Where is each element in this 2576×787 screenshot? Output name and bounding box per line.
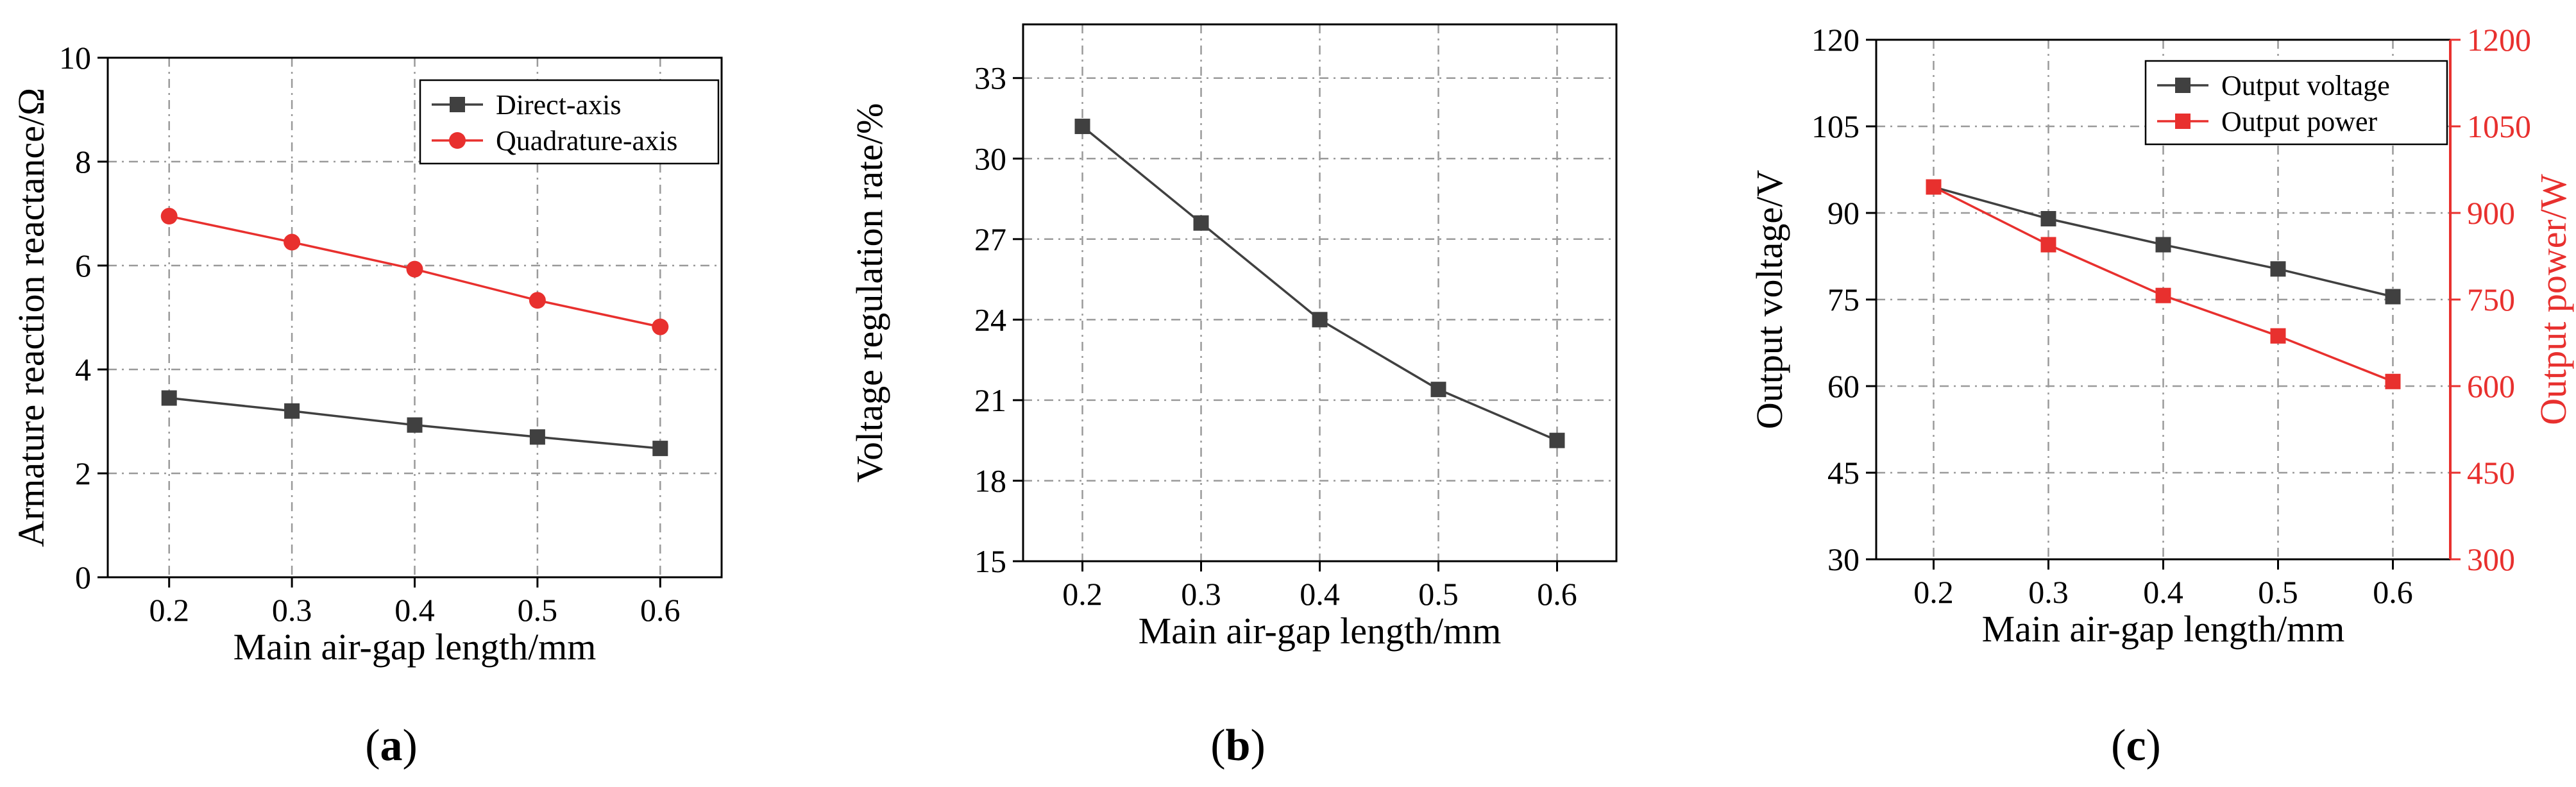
- y-tick-label: 15: [974, 543, 1006, 579]
- y-axis-title: Armature reaction reactance/Ω: [10, 88, 52, 547]
- y-axis-title: Voltage regulation rate/%: [849, 103, 890, 483]
- legend-entry-1: Output voltage: [2221, 70, 2390, 101]
- data-point-series-2: [2040, 237, 2056, 253]
- x-tick-label: 0.4: [1300, 576, 1340, 612]
- data-point-series-1: [1549, 432, 1565, 448]
- y-tick-label: 8: [75, 144, 91, 180]
- y-tick-label: 75: [1827, 282, 1860, 317]
- legend-swatch-marker: [2175, 78, 2190, 93]
- data-point-series-2: [2385, 373, 2401, 389]
- x-tick-label: 0.5: [518, 592, 558, 628]
- data-point-series-1: [2270, 261, 2286, 277]
- y2-tick-label: 450: [2467, 455, 2515, 491]
- x-tick-label: 0.3: [1181, 576, 1221, 612]
- x-tick-label: 0.4: [2143, 574, 2183, 610]
- data-point-series-2: [529, 292, 546, 309]
- legend: Direct-axis Quadrature-axis: [419, 79, 720, 165]
- x-axis-title: Main air-gap length/mm: [1139, 610, 1502, 652]
- y-tick-label: 120: [1811, 22, 1860, 58]
- x-tick-label: 0.5: [2258, 574, 2298, 610]
- legend-swatch-marker: [2175, 114, 2190, 129]
- data-point-series-2: [160, 208, 178, 225]
- y-tick-label: 4: [75, 351, 91, 387]
- legend-swatch-marker: [449, 132, 466, 149]
- data-point-series-2: [1926, 179, 1942, 195]
- legend-entry-2: Output power: [2221, 106, 2378, 137]
- y-tick-label: 90: [1827, 195, 1860, 231]
- data-point-series-1: [1430, 382, 1446, 398]
- chart-panel-3: 0.2 0.3 0.4 0.5 0.6 30 45 60 75 90 105 120 300 450 600…: [1749, 22, 2574, 770]
- data-point-series-1: [2155, 237, 2171, 253]
- data-point-series-2: [284, 233, 301, 251]
- y2-axis-title: Output power/W: [2532, 174, 2574, 425]
- legend: Output voltage Output power: [2144, 60, 2448, 146]
- x-tick-label: 0.6: [2373, 574, 2413, 610]
- data-point-series-1: [529, 429, 545, 445]
- x-tick-label: 0.6: [1537, 576, 1577, 612]
- data-point-series-2: [2270, 328, 2286, 344]
- legend-entry-2: Quadrature-axis: [496, 125, 677, 157]
- y-tick-label: 24: [974, 301, 1006, 337]
- data-point-series-1: [284, 403, 300, 419]
- legend-box: [2144, 60, 2448, 146]
- x-axis-title: Main air-gap length/mm: [233, 626, 597, 668]
- y-tick-label: 30: [974, 140, 1006, 176]
- x-tick-label: 0.5: [1418, 576, 1459, 612]
- x-tick-label: 0.2: [1062, 576, 1103, 612]
- y-tick-label: 27: [974, 221, 1006, 257]
- panel-label: (a): [365, 721, 418, 770]
- data-point-series-1: [2040, 211, 2056, 226]
- x-tick-label: 0.4: [394, 592, 435, 628]
- y-tick-label: 21: [974, 382, 1006, 418]
- data-point-series-1: [1312, 312, 1328, 328]
- x-tick-label: 0.2: [149, 592, 189, 628]
- y2-tick-label: 900: [2467, 195, 2515, 231]
- data-point-series-1: [1074, 119, 1090, 135]
- x-tick-label: 0.2: [1913, 574, 1954, 610]
- y-tick-label: 6: [75, 248, 91, 283]
- y-tick-label: 18: [974, 462, 1006, 498]
- data-point-series-1: [652, 441, 668, 457]
- panel-label: (b): [1210, 721, 1266, 770]
- data-point-series-1: [2385, 289, 2401, 305]
- y-tick-label: 45: [1827, 455, 1860, 491]
- y-tick-label: 105: [1811, 108, 1860, 144]
- y-tick-label: 60: [1827, 368, 1860, 404]
- panel-label: (c): [2111, 721, 2161, 770]
- x-axis-title: Main air-gap length/mm: [1982, 608, 2345, 650]
- data-point-series-2: [652, 318, 669, 335]
- y2-tick-label: 1200: [2467, 22, 2531, 58]
- y-tick-label: 2: [75, 455, 91, 491]
- x-tick-label: 0.3: [272, 592, 312, 628]
- y2-tick-label: 750: [2467, 282, 2515, 317]
- legend-entry-1: Direct-axis: [496, 89, 621, 121]
- y2-tick-label: 600: [2467, 368, 2515, 404]
- y2-tick-label: 300: [2467, 541, 2515, 577]
- y-tick-label: 33: [974, 60, 1006, 96]
- y-tick-label: 10: [59, 40, 91, 76]
- x-tick-label: 0.6: [640, 592, 681, 628]
- y-tick-label: 30: [1827, 541, 1860, 577]
- y2-tick-label: 1050: [2467, 108, 2531, 144]
- data-point-series-1: [161, 390, 177, 406]
- legend-swatch-marker: [450, 97, 465, 112]
- data-point-series-2: [2155, 287, 2171, 303]
- data-point-series-1: [407, 417, 423, 433]
- chart-panel-1: 0.2 0.3 0.4 0.5 0.6 0 2 4 6 8 10 Main air-gap lengt…: [10, 40, 723, 770]
- legend-box: [419, 79, 720, 165]
- y-axis-title: Output voltage/V: [1749, 170, 1790, 429]
- chart-panel-2: 0.2 0.3 0.4 0.5 0.6 15 18 21 24 27 30 33 Main air-ga…: [849, 23, 1618, 770]
- x-tick-label: 0.3: [2028, 574, 2069, 610]
- data-point-series-1: [1193, 215, 1209, 231]
- y-tick-label: 0: [75, 559, 91, 595]
- data-point-series-2: [406, 260, 423, 278]
